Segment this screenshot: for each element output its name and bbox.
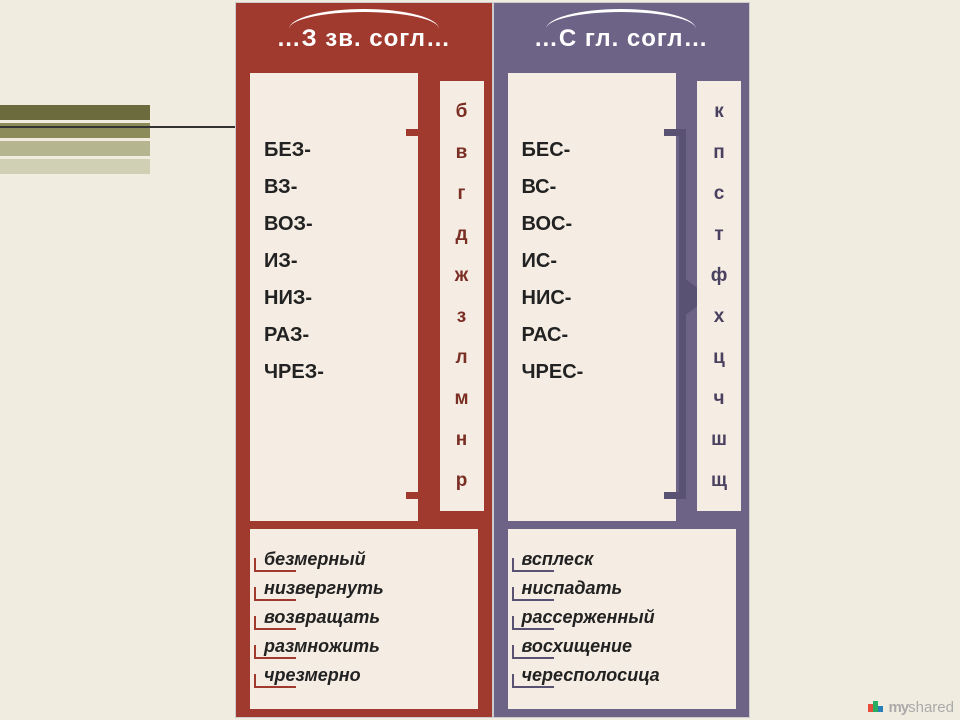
- example-item: низвергнуть: [260, 578, 468, 599]
- prefix-item: ИЗ-: [264, 250, 404, 273]
- header-z: …З зв. согл…: [236, 3, 492, 65]
- prefix-box-z: БЕЗ- ВЗ- ВОЗ- ИЗ- НИЗ- РАЗ- ЧРЕЗ-: [250, 73, 418, 521]
- letter-item: н: [456, 429, 467, 451]
- example-item: восхищение: [518, 636, 726, 657]
- arc-icon: [289, 9, 439, 29]
- horizontal-rule: [0, 126, 238, 128]
- prefix-item: НИС-: [522, 287, 662, 310]
- letter-item: м: [454, 388, 468, 410]
- prefix-item: ИС-: [522, 250, 662, 273]
- prefix-item: РАС-: [522, 324, 662, 347]
- example-item: чересполосица: [518, 665, 726, 686]
- prefix-item: БЕС-: [522, 139, 662, 162]
- letter-item: г: [458, 183, 466, 205]
- header-s-text: …С гл. согл…: [534, 25, 709, 52]
- examples-z: безмерный низвергнуть возвращать размножить…: [250, 529, 478, 709]
- prefix-item: ВС-: [522, 176, 662, 199]
- example-item: размножить: [260, 636, 468, 657]
- letter-item: ц: [713, 347, 725, 369]
- example-item: всплеск: [518, 549, 726, 570]
- examples-s: всплеск ниспадать рассерженный восхищение че…: [508, 529, 736, 709]
- example-item: возвращать: [260, 607, 468, 628]
- letter-item: ж: [455, 265, 468, 287]
- header-s: …С гл. согл…: [494, 3, 750, 65]
- watermark: mymysharedshared: [866, 699, 954, 716]
- letter-item: р: [456, 470, 468, 492]
- left-stripe-decor: [0, 105, 150, 177]
- prefix-item: ЧРЕС-: [522, 361, 662, 384]
- prefix-item: ВЗ-: [264, 176, 404, 199]
- example-item: безмерный: [260, 549, 468, 570]
- letter-item: х: [714, 306, 725, 328]
- prefix-item: ЧРЕЗ-: [264, 361, 404, 384]
- arc-icon: [546, 9, 696, 29]
- letters-s: кпстфхцчшщ: [697, 81, 741, 511]
- letter-item: щ: [711, 470, 727, 492]
- letter-item: з: [457, 306, 466, 328]
- watermark-text: mymysharedshared: [888, 699, 954, 716]
- example-item: рассерженный: [518, 607, 726, 628]
- letter-item: к: [714, 101, 724, 123]
- column-z: …З зв. согл… БЕЗ- ВЗ- ВОЗ- ИЗ- НИЗ- РАЗ- ЧРЕЗ-…: [235, 2, 493, 718]
- letter-item: в: [456, 142, 468, 164]
- poster: …З зв. согл… БЕЗ- ВЗ- ВОЗ- ИЗ- НИЗ- РАЗ- ЧРЕЗ-…: [235, 2, 750, 718]
- letter-item: б: [456, 101, 468, 123]
- prefix-item: ВОЗ-: [264, 213, 404, 236]
- letter-item: л: [455, 347, 467, 369]
- prefix-item: БЕЗ-: [264, 139, 404, 162]
- example-item: чрезмерно: [260, 665, 468, 686]
- prefix-item: РАЗ-: [264, 324, 404, 347]
- letter-item: ч: [713, 388, 724, 410]
- letter-item: д: [455, 224, 467, 246]
- letter-item: ш: [711, 429, 727, 451]
- letters-z: бвгджзлмнр: [440, 81, 484, 511]
- header-z-text: …З зв. согл…: [277, 25, 451, 52]
- letter-item: ф: [711, 265, 728, 287]
- prefix-box-s: БЕС- ВС- ВОС- ИС- НИС- РАС- ЧРЕС-: [508, 73, 676, 521]
- prefix-item: НИЗ-: [264, 287, 404, 310]
- letter-item: т: [714, 224, 723, 246]
- prefix-item: ВОС-: [522, 213, 662, 236]
- column-s: …С гл. согл… БЕС- ВС- ВОС- ИС- НИС- РАС- ЧРЕС-…: [493, 2, 751, 718]
- letter-item: с: [714, 183, 725, 205]
- example-item: ниспадать: [518, 578, 726, 599]
- letter-item: п: [713, 142, 724, 164]
